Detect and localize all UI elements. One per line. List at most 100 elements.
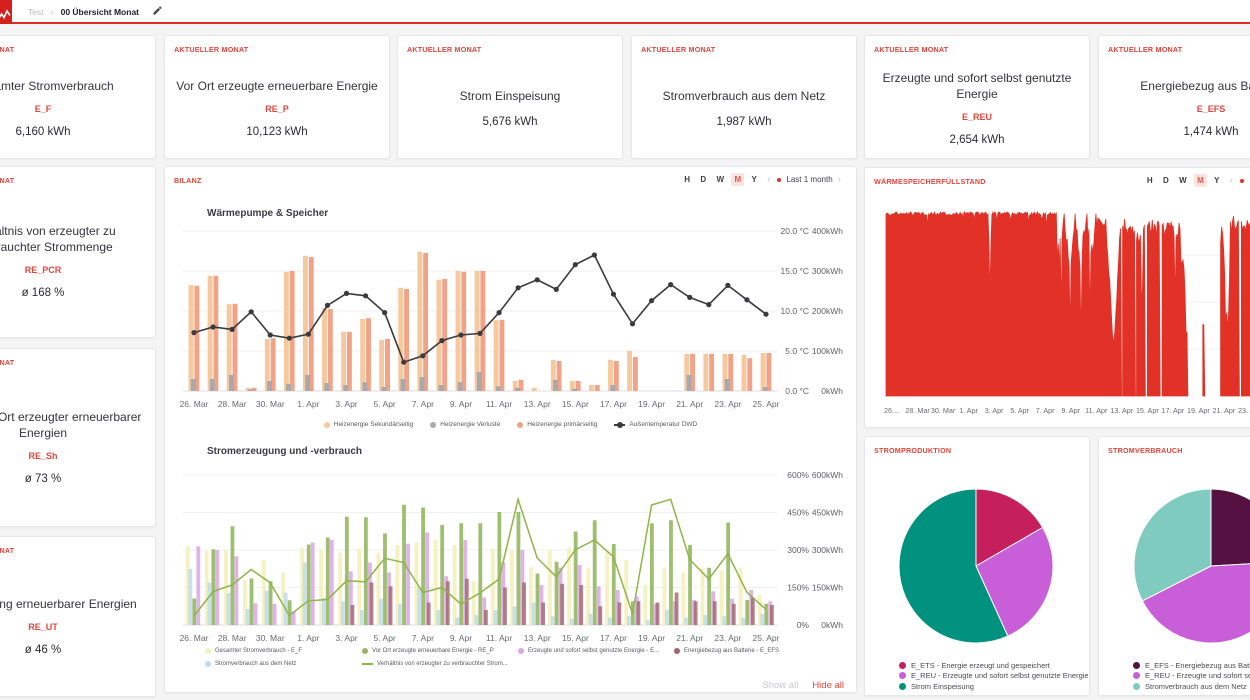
stat-card-code: E_F [34,104,52,114]
svg-text:150kWh: 150kWh [812,583,843,593]
legend-item[interactable]: Verhältnis von erzeugter zu verbrauchter… [362,661,518,667]
stat-card-title: Verhältnis von erzeugter zu verbrauchter… [0,224,116,254]
time-button-y[interactable]: Y [751,175,757,184]
legend-line [362,663,373,665]
legend-item[interactable]: Strom Einspeisung [899,681,1089,692]
stat-card-value: 10,123 kWh [246,126,308,138]
svg-text:150%: 150% [787,583,809,593]
legend-dot [899,672,906,680]
legend-item[interactable]: E_EFS - Energiebezug aus Batterie [1133,660,1250,671]
stat-card-body: Erzeugte und sofort selbst genutzte Ener… [865,46,1089,158]
stat-card-value: ø 46 % [24,643,62,656]
time-button-y[interactable]: Y [1214,176,1220,185]
legend-item[interactable]: Energiebezug aus Batterie - E_EFS [674,648,824,654]
svg-text:26....: 26.... [884,406,900,415]
chart1-bars-heizenergie-verluste [190,371,768,391]
svg-text:9. Apr: 9. Apr [450,633,472,643]
stat-card-title: Stromverbrauch aus dem Netz [662,89,826,103]
stat-card-body: Stromverbrauch aus dem Netz 1,987 kWh [632,46,856,158]
legend-item[interactable]: Gesamter Stromverbrauch - E_F [205,648,362,654]
pencil-icon[interactable] [152,3,163,21]
svg-text:11. Apr: 11. Apr [486,399,512,409]
svg-text:0kWh: 0kWh [821,620,843,630]
svg-text:9. Apr: 9. Apr [450,399,472,409]
stat-card: AKTUELLER MONAT Gesamter Stromverbrauch E_… [0,35,156,159]
svg-text:19. Apr: 19. Apr [638,399,665,409]
legend-item[interactable]: Außentemperatur DWD [614,421,697,428]
legend-item[interactable]: Heizenergie primärseitig [517,421,597,428]
time-button-d[interactable]: D [1162,176,1169,185]
svg-text:1. Apr: 1. Apr [297,399,319,409]
svg-text:3. Apr: 3. Apr [985,406,1004,415]
legend-item[interactable]: Heizenergie Verluste [430,421,500,428]
show-all-link[interactable]: Show all [762,680,799,691]
svg-text:7. Apr: 7. Apr [1036,406,1055,415]
app-logo[interactable] [0,0,12,24]
legend-dot [674,648,680,654]
svg-text:13. Apr: 13. Apr [1110,406,1133,415]
chart2-bars-vor-ort-erzeugte [192,504,769,625]
svg-text:17. Apr: 17. Apr [600,633,627,643]
legend-dot [899,682,906,690]
time-button-h[interactable]: H [1146,176,1153,185]
legend-item[interactable]: E_REU - Erzeugte und sofort selbst genut… [1133,671,1250,682]
prev-range-icon[interactable]: ‹ [767,174,771,185]
svg-text:15. Apr: 15. Apr [562,633,589,643]
waermespeicher-chart: 26.... 28. Mar 30. Mar 1. Apr 3. Apr 5. Apr 7.… [884,210,1250,415]
stat-card-value: 1,474 kWh [1183,126,1239,138]
side-stat-card: AKTUELLER MONAT Verhältnis von erzeugter … [0,166,156,338]
svg-text:1. Apr: 1. Apr [959,406,978,415]
chart1-x-axis-labels: 26. Mar 28. Mar 30. Mar 1. Apr 3. Apr 5. Apr 7… [180,399,780,409]
svg-text:21. Apr: 21. Apr [676,633,703,643]
stat-card-body: Ausnutzung erneuerbarer Energien RE_UT ø 4… [0,545,155,694]
legend-dot [899,661,906,669]
stat-card-label: AKTUELLER MONAT [407,45,482,54]
pie-legend: E_ETS - Energie erzeugt und gespeichert E… [899,660,1089,692]
next-range-icon[interactable]: › [837,174,841,185]
legend-item[interactable]: Erzeugte und sofort selbst genutzte Ener… [518,648,674,654]
stat-card-title: Erzeugte und sofort selbst genutzte Ener… [882,71,1072,101]
svg-text:3. Apr: 3. Apr [335,633,357,643]
legend-dot [205,661,211,667]
legend-item[interactable]: Stromverbrauch aus dem Netz [1133,681,1250,692]
time-button-d[interactable]: D [700,175,707,184]
svg-text:21. Apr: 21. Apr [676,399,703,409]
legend-line [614,421,626,428]
breadcrumb: Test › 00 Übersicht Monat [28,0,163,24]
legend-item[interactable]: E_ETS - Energie erzeugt und gespeichert [899,660,1089,671]
legend-item[interactable]: E_REU - Erzeugte und sofort selbst genut… [899,671,1089,682]
svg-text:7. Apr: 7. Apr [412,633,434,643]
svg-text:10.0 °C: 10.0 °C [781,306,809,316]
stat-card-title: Vor Ort erzeugte erneuerbare Energie [176,79,378,93]
time-button-m[interactable]: M [731,173,745,186]
svg-text:26. Mar: 26. Mar [180,633,209,643]
breadcrumb-root[interactable]: Test [28,7,44,17]
legend-item[interactable]: Stromverbrauch aus dem Netz [205,661,362,667]
breadcrumb-current[interactable]: 00 Übersicht Monat [60,7,139,17]
hide-all-link[interactable]: Hide all [812,680,844,691]
stat-card-value: ø 168 % [21,287,65,299]
stat-card-title: Energiebezug aus Batterie [1140,79,1250,93]
time-button-m[interactable]: M [1194,174,1207,187]
stat-card: AKTUELLER MONAT Vor Ort erzeugte erneuerb… [164,35,390,159]
svg-text:11. Apr: 11. Apr [486,633,512,643]
svg-text:200kWh: 200kWh [812,306,843,316]
time-button-w[interactable]: W [716,175,725,184]
time-button-w[interactable]: W [1179,176,1187,185]
side-stat-card: AKTUELLER MONATAusnutzung erneuerbarer E… [0,536,156,697]
bilanz-panel: BILANZ H D W M Y ‹ Last 1 month › 0.0 °C 0kWh 5.0 °… [164,166,857,693]
pie-legend: E_EFS - Energiebezug aus BatterieE_REU -… [1133,660,1250,692]
pie-panel: STROMVERBRAUCH E_EFS - Energiebezug aus B… [1098,436,1250,696]
stat-card-code: E_EFS [1196,104,1226,114]
chart1-line-aussentemperatur [191,252,769,365]
range-label[interactable]: Last 1 month [786,175,833,184]
waermespeicher-title: WÄRMESPEICHERFÜLLSTAND [874,177,986,186]
svg-text:15. Apr: 15. Apr [1136,406,1159,415]
legend-item[interactable]: Vor Ort erzeugte erneuerbare Energie - R… [362,648,518,654]
legend-item[interactable]: Heizenergie Sekundärseitig [323,421,413,428]
time-range-control: H D W M Y ‹ Last 1 month › [679,173,846,186]
stat-card-body: Strom Einspeisung 5,676 kWh [398,46,622,158]
pie-slices [1133,488,1250,644]
prev-range-icon[interactable]: ‹ [1229,175,1233,186]
time-button-h[interactable]: H [684,175,691,184]
